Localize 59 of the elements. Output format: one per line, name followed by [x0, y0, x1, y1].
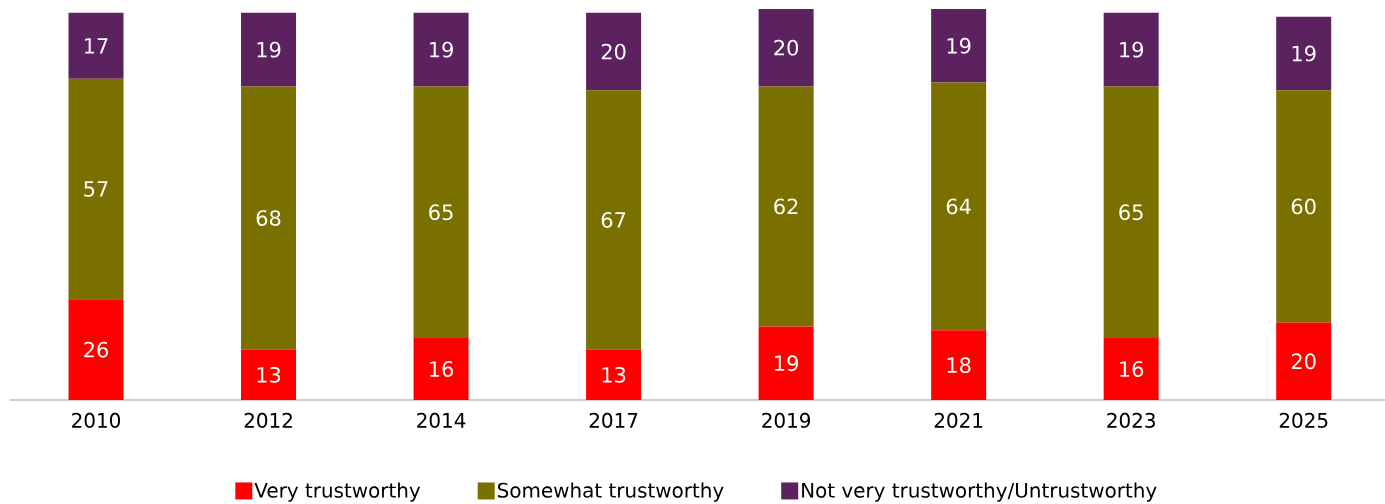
data-label: 13 [602, 366, 626, 383]
data-label: 65 [1119, 204, 1143, 221]
bar [68, 299, 124, 400]
x-tick-label: 2019 [762, 412, 811, 428]
data-label: 18 [947, 357, 971, 374]
legend-label: Not very trustworthy/Untrustworthy [802, 482, 1157, 502]
bar [758, 326, 814, 400]
data-label: 16 [430, 361, 454, 377]
bar [1276, 16, 1332, 91]
data-label: 26 [84, 341, 108, 358]
data-label: 68 [256, 210, 281, 226]
x-tick-label: 2021 [934, 412, 983, 428]
data-label: 60 [1291, 198, 1316, 215]
bar [1276, 322, 1332, 400]
bar [1103, 86, 1159, 339]
x-tick-label: 2010 [72, 412, 121, 428]
bar [1276, 90, 1332, 323]
bar [931, 82, 987, 331]
bar [241, 86, 297, 350]
bar [586, 12, 642, 91]
bar [758, 86, 814, 327]
data-label: 19 [257, 41, 281, 58]
bar [68, 78, 124, 300]
x-tick-label: 2014 [417, 412, 466, 428]
data-label: 65 [429, 204, 453, 221]
bar [413, 86, 469, 339]
x-tick-label: 2012 [244, 412, 292, 428]
x-tick-label: 2023 [1107, 412, 1155, 428]
data-label: 64 [946, 198, 971, 215]
data-label: 19 [1120, 41, 1143, 58]
data-label: 19 [1292, 45, 1316, 62]
bar [758, 9, 814, 87]
legend-label: Somewhat trustworthy [498, 482, 724, 502]
data-label: 13 [257, 366, 281, 383]
data-label: 20 [1291, 353, 1316, 370]
bar [241, 349, 297, 400]
data-label: 62 [774, 198, 798, 215]
data-label: 19 [947, 37, 971, 54]
bar [68, 12, 124, 79]
data-label: 20 [601, 43, 626, 60]
data-label: 20 [774, 39, 799, 56]
bar [931, 9, 987, 83]
x-tick-label: 2025 [1279, 412, 1328, 428]
bar [413, 338, 469, 400]
data-label: 67 [601, 212, 626, 228]
x-tick-label: 2017 [589, 412, 638, 428]
legend-label: Very trustworthy [254, 482, 421, 502]
bar [241, 12, 297, 87]
bar [1103, 12, 1159, 87]
data-label: 19 [775, 355, 798, 372]
bar [586, 90, 642, 350]
data-label: 19 [430, 41, 453, 58]
bar [413, 12, 469, 87]
data-label: 57 [84, 181, 108, 197]
bar [586, 349, 642, 400]
data-label: 17 [84, 38, 108, 54]
data-label: 16 [1120, 361, 1144, 377]
bar [931, 330, 987, 400]
bar [1103, 338, 1159, 400]
